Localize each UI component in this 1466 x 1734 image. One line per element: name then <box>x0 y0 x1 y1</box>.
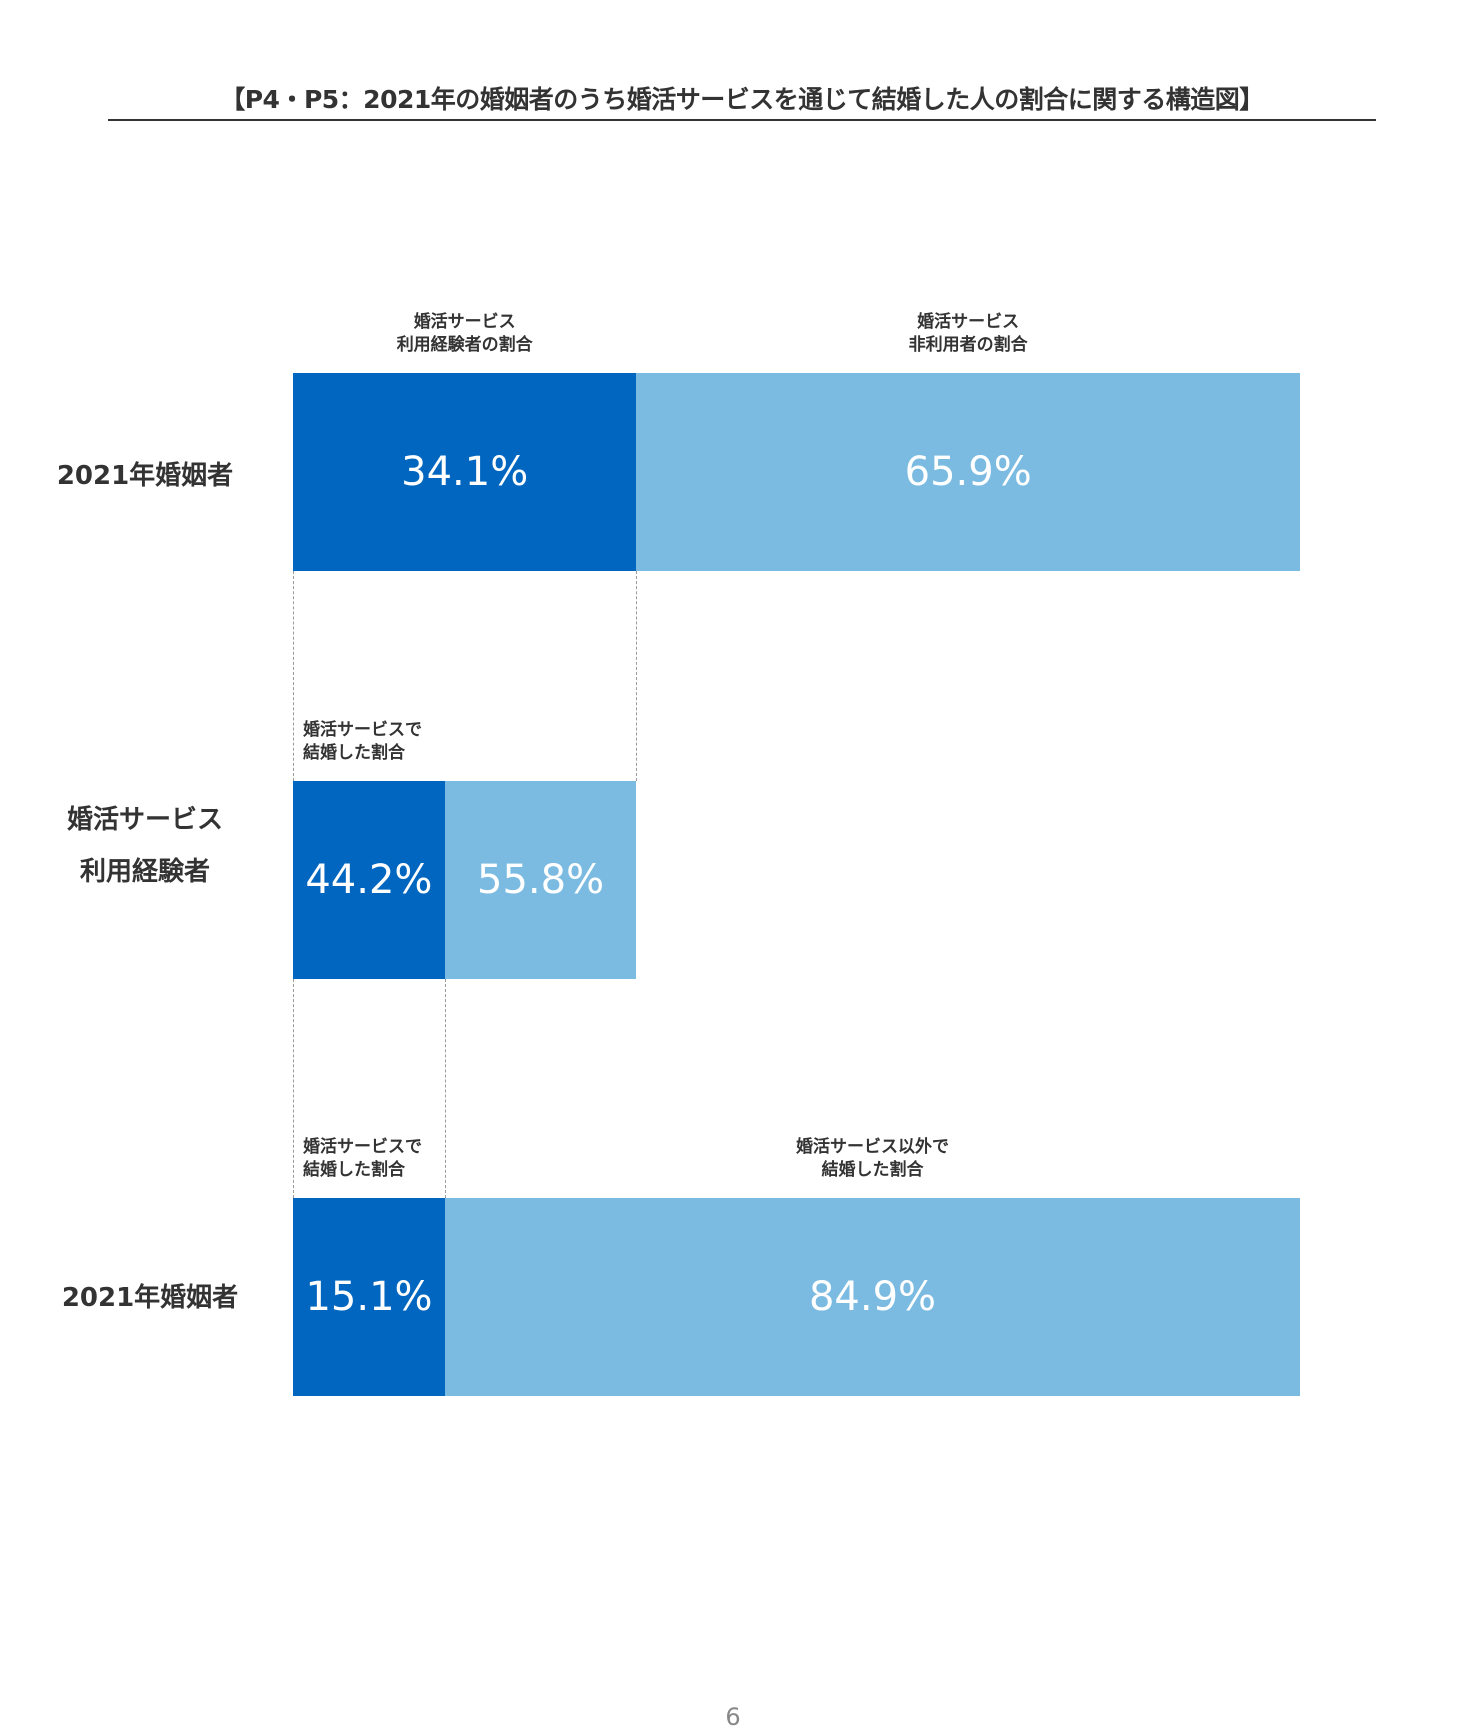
row-label-line: 婚活サービス <box>66 805 223 835</box>
data-label: 44.2% <box>305 857 433 903</box>
caption-line: 婚活サービスで <box>303 1137 422 1157</box>
segment-caption-2-0: 婚活サービスで 結婚した割合 <box>303 1136 422 1182</box>
row-label-line: 2021年婚姻者 <box>61 1283 239 1313</box>
caption-line: 婚活サービス <box>413 312 516 332</box>
data-label: 55.8% <box>477 857 605 903</box>
bar-segment-2-1: 84.9% <box>445 1198 1300 1396</box>
bar-segment-1-0: 44.2% <box>293 781 445 979</box>
row-label-line: 2021年婚姻者 <box>56 461 234 491</box>
row-label-0: 2021年婚姻者 <box>30 450 260 502</box>
row-label-2: 2021年婚姻者 <box>40 1272 260 1324</box>
caption-line: 婚活サービスで <box>303 720 422 740</box>
segment-caption-0-0: 婚活サービス 利用経験者の割合 <box>293 311 636 357</box>
bar-segment-2-0: 15.1% <box>293 1198 446 1396</box>
connector-line-1 <box>636 571 638 781</box>
bar-segment-0-1: 65.9% <box>636 373 1300 571</box>
connector-line-3 <box>444 979 446 1198</box>
bar-segment-1-1: 55.8% <box>444 781 637 979</box>
page-title: 【P4・P5：2021年の婚姻者のうち婚活サービスを通じて結婚した人の割合に関す… <box>108 83 1376 121</box>
caption-line: 非利用者の割合 <box>908 335 1028 355</box>
page-number: 6 <box>725 1703 741 1731</box>
row-label-line: 利用経験者 <box>79 857 210 887</box>
data-label: 15.1% <box>305 1274 433 1320</box>
caption-line: 婚活サービス <box>917 312 1020 332</box>
data-label: 34.1% <box>401 449 529 495</box>
bar-segment-0-0: 34.1% <box>293 373 637 571</box>
data-label: 84.9% <box>808 1274 937 1320</box>
caption-line: 婚活サービス以外で <box>796 1137 950 1157</box>
caption-line: 結婚した割合 <box>303 743 405 763</box>
caption-line: 結婚した割合 <box>821 1160 924 1180</box>
caption-line: 結婚した割合 <box>303 1160 405 1180</box>
segment-caption-0-1: 婚活サービス 非利用者の割合 <box>636 311 1300 357</box>
connector-line-2 <box>293 979 294 1198</box>
caption-line: 利用経験者の割合 <box>396 335 533 355</box>
segment-caption-2-1: 婚活サービス以外で 結婚した割合 <box>445 1136 1300 1182</box>
data-label: 65.9% <box>904 449 1032 495</box>
connector-line-0 <box>293 571 294 781</box>
row-label-1: 婚活サービス 利用経験者 <box>30 794 260 898</box>
segment-caption-1-0: 婚活サービスで 結婚した割合 <box>303 719 422 765</box>
